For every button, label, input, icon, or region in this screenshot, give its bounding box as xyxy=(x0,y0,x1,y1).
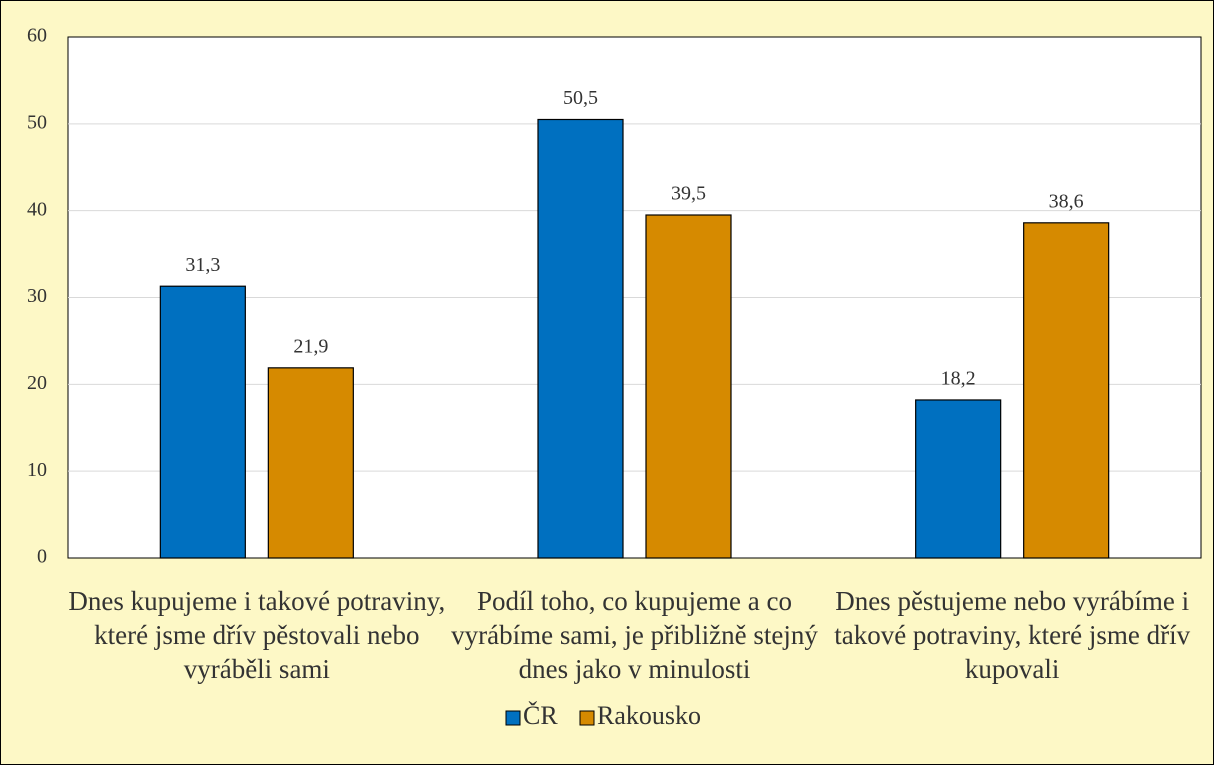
y-tick-label: 30 xyxy=(27,285,47,307)
data-label: 38,6 xyxy=(1049,190,1084,212)
data-label: 31,3 xyxy=(185,254,220,276)
legend-swatch xyxy=(505,710,521,726)
data-label: 39,5 xyxy=(671,183,706,205)
y-tick-label: 40 xyxy=(27,198,47,220)
bar xyxy=(1023,222,1110,559)
bar xyxy=(267,367,354,559)
data-label: 21,9 xyxy=(293,335,328,357)
y-tick-label: 20 xyxy=(27,372,47,394)
data-label: 18,2 xyxy=(941,368,976,390)
y-tick-label: 0 xyxy=(37,546,47,568)
x-tick-label: Dnes kupujeme i takové potraviny, které … xyxy=(68,586,446,684)
legend-label: Rakousko xyxy=(597,701,701,730)
x-tick-label: Dnes pěstujeme nebo vyrábíme i takové po… xyxy=(834,586,1191,684)
data-label: 50,5 xyxy=(563,87,598,109)
y-tick-label: 50 xyxy=(27,111,47,133)
bar xyxy=(645,214,732,559)
y-tick-label: 60 xyxy=(27,25,47,47)
legend-swatch xyxy=(579,710,595,726)
y-tick-label: 10 xyxy=(27,459,47,481)
bar xyxy=(537,118,624,559)
bar xyxy=(159,285,246,559)
legend-label: ČR xyxy=(523,701,558,730)
x-tick-label: Podíl toho, co kupujeme a co vyrábíme sa… xyxy=(451,586,818,684)
bar xyxy=(915,399,1002,559)
